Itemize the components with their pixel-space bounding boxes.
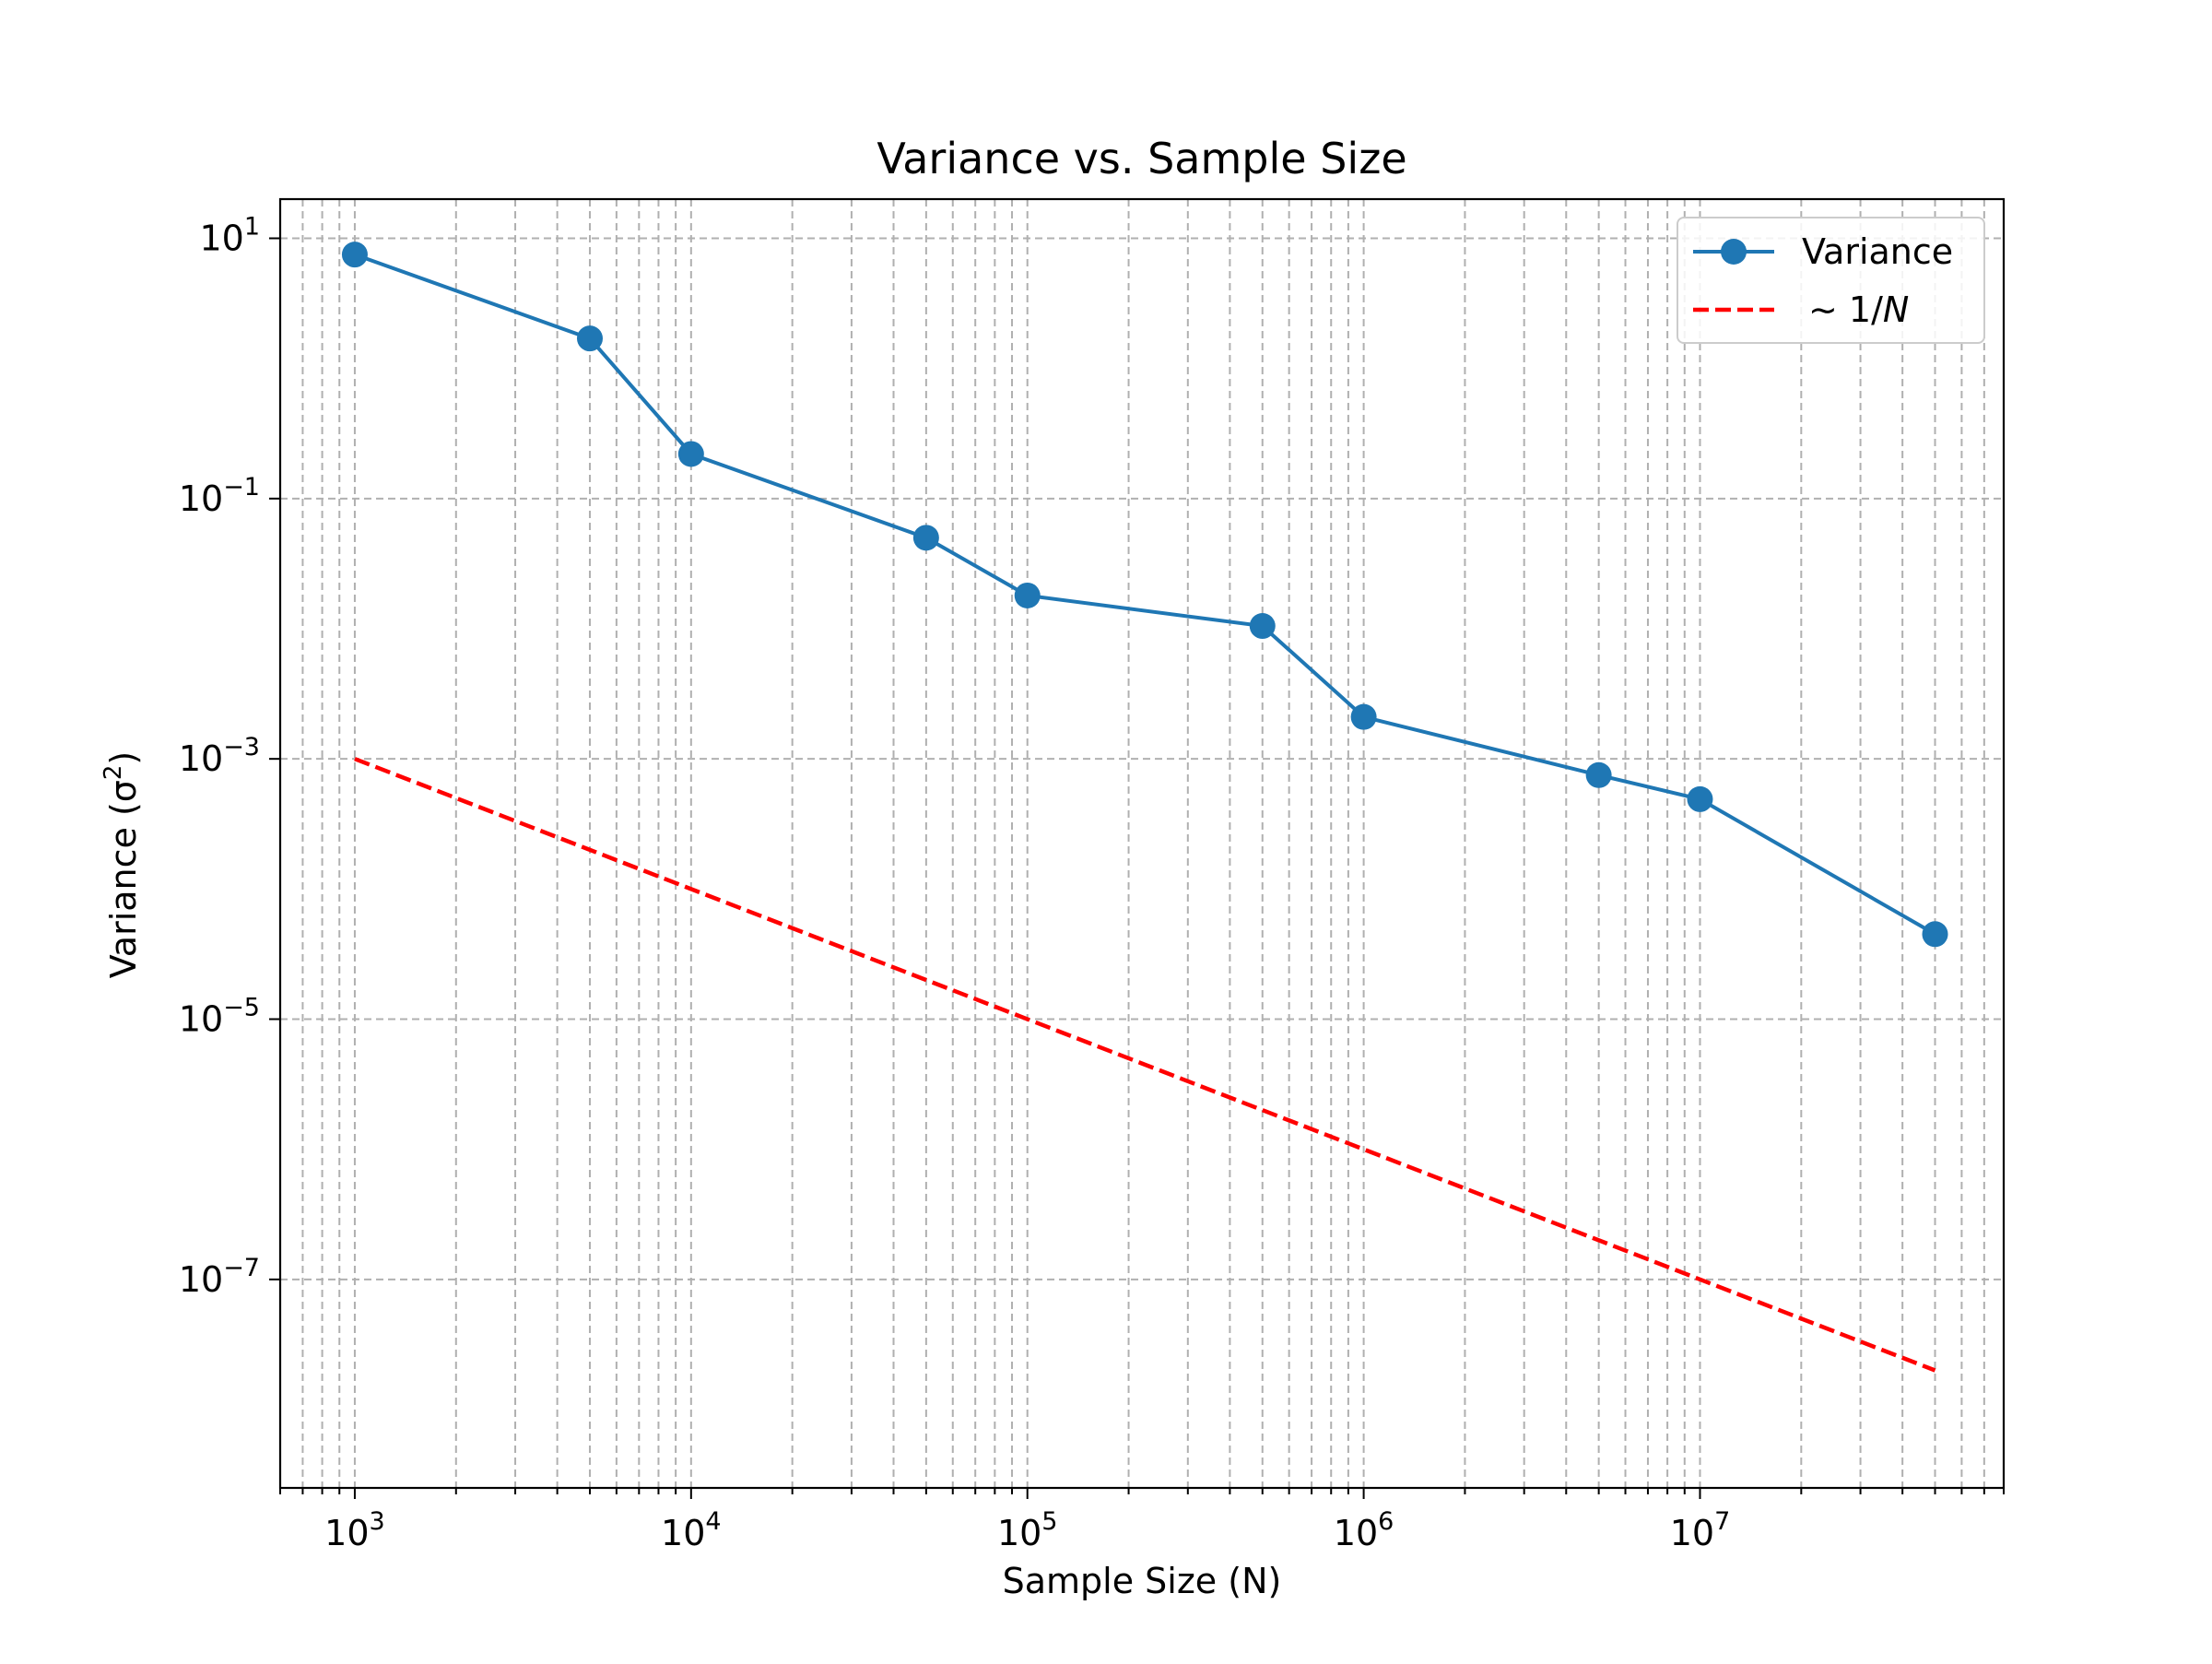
y-axis-label-close: ) (103, 751, 144, 765)
variance-data-point (677, 441, 704, 467)
x-tick-label-base: 10 (997, 1513, 1041, 1553)
x-tick-label: 106 (1334, 1507, 1394, 1553)
legend-variance-swatch-marker (1721, 239, 1747, 265)
y-tick-label-exponent: −1 (223, 473, 260, 502)
variance-data-point (576, 325, 603, 352)
y-tick-label-exponent: −5 (223, 994, 260, 1022)
y-tick-label-base: 10 (199, 218, 243, 258)
x-tick-label-base: 10 (1334, 1513, 1378, 1553)
variance-series-line (354, 253, 1936, 937)
x-axis-label: Sample Size (N) (1003, 1561, 1282, 1601)
grid (279, 199, 2005, 1488)
y-tick-label-base: 10 (179, 738, 223, 779)
y-tick-label: 10−5 (179, 994, 260, 1040)
variance-data-point (341, 242, 368, 268)
x-tick-label-base: 10 (1670, 1513, 1714, 1553)
x-tick-label-base: 10 (324, 1513, 369, 1553)
y-tick-label-base: 10 (179, 1259, 223, 1300)
x-tick-label-exponent: 7 (1714, 1507, 1730, 1536)
legend-reference-label-prefix: ∼ 1/ (1808, 289, 1883, 330)
y-axis-label-main: Variance (σ (103, 780, 144, 978)
y-tick-label-exponent: 1 (244, 212, 260, 241)
plot-frame (278, 197, 2006, 1490)
x-tick-label-exponent: 4 (705, 1507, 721, 1536)
variance-data-point (1585, 761, 1612, 788)
y-tick-label-exponent: −3 (223, 733, 260, 761)
x-tick-label-exponent: 5 (1041, 1507, 1057, 1536)
variance-data-point (1249, 613, 1276, 640)
series-layer (341, 242, 1948, 1373)
y-tick-label: 101 (199, 212, 260, 258)
legend-variance-label: Variance (1802, 231, 1953, 272)
x-tick-label: 105 (997, 1507, 1058, 1553)
x-tick-label-exponent: 6 (1378, 1507, 1394, 1536)
y-tick-label: 10−7 (179, 1254, 260, 1300)
y-axis-label: Variance (σ2) (100, 751, 144, 979)
y-tick-label: 10−1 (179, 473, 260, 519)
x-tick-label-exponent: 3 (370, 1507, 385, 1536)
y-axis-label-sup: 2 (100, 765, 127, 781)
variance-data-point (1687, 785, 1713, 812)
chart-title: Variance vs. Sample Size (877, 134, 1406, 183)
legend-box (1677, 217, 1985, 344)
y-tick-label-base: 10 (179, 478, 223, 519)
x-tick-label: 103 (324, 1507, 385, 1553)
x-tick-label: 107 (1670, 1507, 1731, 1553)
y-tick-label: 10−3 (179, 733, 260, 779)
variance-data-point (1014, 582, 1041, 608)
legend: Variance ∼ 1/N (1677, 217, 1985, 344)
variance-data-point (912, 525, 939, 551)
x-tick-label: 104 (661, 1507, 722, 1553)
variance-data-point (1922, 921, 1948, 948)
variance-data-point (1350, 703, 1377, 730)
y-tick-label-base: 10 (179, 999, 223, 1040)
legend-reference-label: ∼ 1/N (1808, 289, 1909, 330)
legend-reference-label-italic: N (1883, 289, 1909, 330)
x-tick-label-base: 10 (661, 1513, 705, 1553)
reference-line-1-over-n (354, 757, 1936, 1373)
y-tick-label-exponent: −7 (223, 1254, 260, 1282)
